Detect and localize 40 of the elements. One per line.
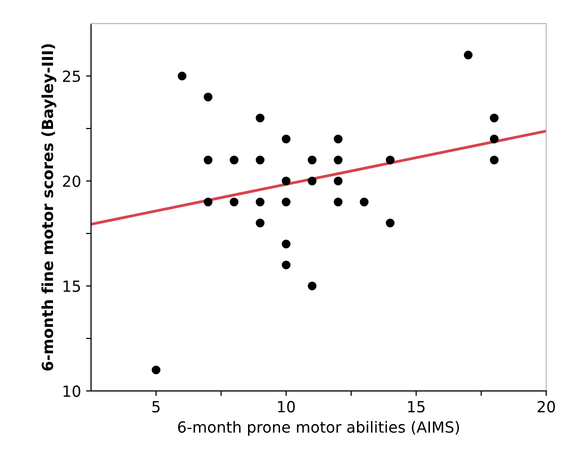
y-tick-label: 20 [62, 175, 80, 188]
point [256, 198, 264, 206]
point [152, 366, 160, 374]
point [282, 176, 290, 186]
point [256, 218, 264, 228]
point [308, 156, 317, 164]
y-axis-title: 6-month fine motor scores (Bayley-III) [41, 44, 56, 371]
point [334, 156, 343, 164]
point [334, 198, 343, 206]
point [256, 114, 264, 122]
point [464, 50, 473, 60]
point [308, 176, 317, 186]
point [334, 134, 343, 144]
point [256, 156, 264, 164]
point [204, 156, 212, 164]
point [360, 198, 369, 206]
point [386, 156, 395, 164]
x-tick-label: 10 [278, 400, 295, 412]
point [230, 156, 238, 164]
point [490, 156, 499, 164]
point [308, 282, 317, 290]
point [334, 176, 343, 186]
point [282, 260, 290, 270]
point [204, 92, 212, 102]
x-axis-title: 6-month prone motor abilities (AIMS) [178, 420, 459, 436]
x-tick-label: 5 [152, 401, 160, 412]
point [282, 240, 290, 248]
point [282, 134, 290, 144]
point [204, 198, 212, 206]
y-tick-label: 15 [64, 280, 80, 292]
point [490, 114, 499, 122]
x-tick-label: 20 [538, 400, 555, 412]
point [490, 134, 499, 144]
point [230, 198, 238, 206]
point [282, 198, 290, 206]
y-tick-label: 10 [64, 385, 80, 397]
x-tick-label: 15 [408, 401, 425, 412]
y-tick-label: 25 [62, 70, 80, 82]
point [178, 72, 186, 80]
point [386, 218, 395, 228]
